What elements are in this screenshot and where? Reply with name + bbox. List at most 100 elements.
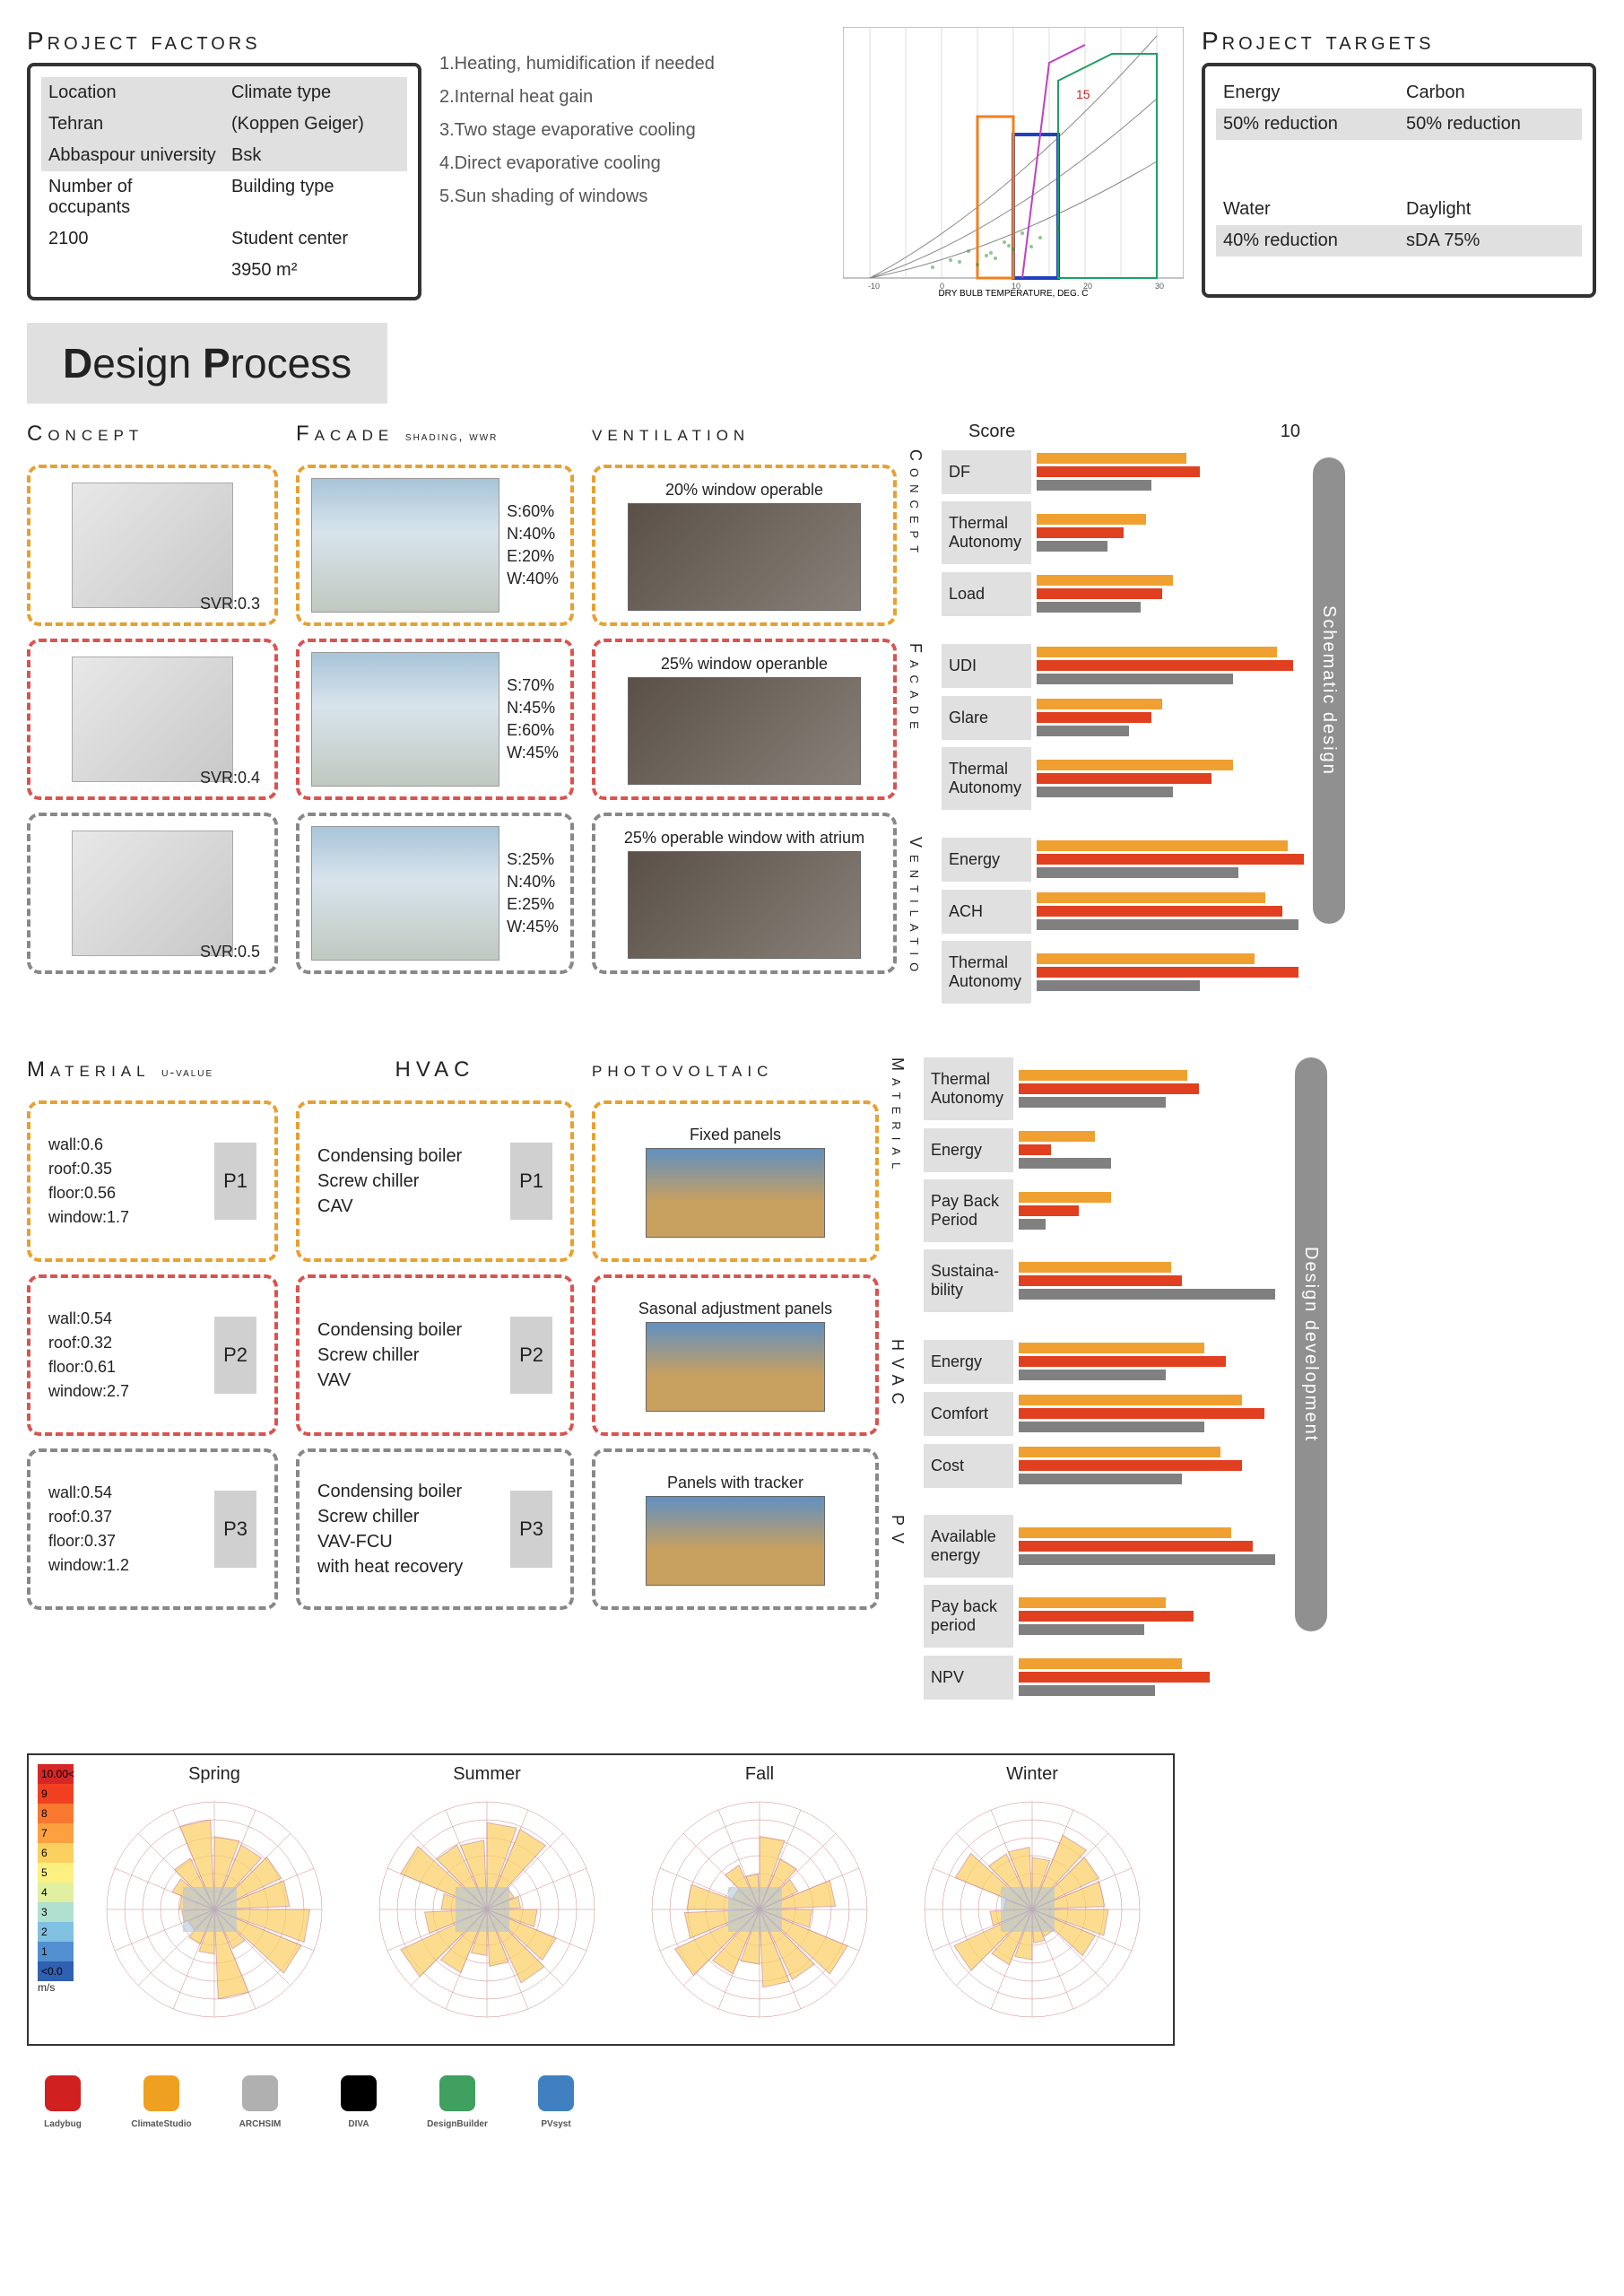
- loc2: Abbaspour university: [41, 140, 224, 171]
- score-bar: [1019, 1422, 1204, 1432]
- season-name: Summer: [355, 1764, 619, 1785]
- package-badge: P3: [510, 1491, 552, 1568]
- score-bar: [1019, 1408, 1264, 1419]
- area: 3950 m²: [224, 255, 407, 286]
- vent-render: [628, 851, 861, 959]
- score-bar: [1037, 967, 1298, 978]
- hvac-desc: Condensing boilerScrew chillerVAV: [317, 1318, 462, 1393]
- metric-name: Thermal Autonomy: [924, 1057, 1013, 1120]
- score-bar: [1019, 1219, 1046, 1230]
- score-bar: [1037, 514, 1146, 525]
- software-logo: Ladybug: [27, 2064, 99, 2135]
- ventilation-option: 20% window operable: [592, 465, 897, 626]
- score-bar: [1037, 867, 1238, 878]
- phase-schematic: Schematic design: [1313, 457, 1345, 924]
- metric-row: Thermal Autonomy: [915, 941, 1309, 1004]
- hvac-option: Condensing boilerScrew chillerVAV-FCUwit…: [296, 1448, 574, 1610]
- hvac-option: Condensing boilerScrew chillerVAV P2: [296, 1274, 574, 1436]
- package-badge: P2: [510, 1317, 552, 1394]
- score-bar: [1019, 1611, 1194, 1622]
- pv-render: [646, 1148, 825, 1238]
- legend-cell: 2: [38, 1922, 74, 1942]
- pv-label: Sasonal adjustment panels: [638, 1300, 832, 1318]
- svg-text:30: 30: [1155, 282, 1164, 291]
- score-bar: [1037, 660, 1293, 671]
- software-logo: ClimateStudio: [126, 2064, 197, 2135]
- metric-row: Sustaina-bility: [897, 1249, 1291, 1312]
- development-flow: Material u-value wall:0.6roof:0.35floor:…: [27, 1057, 1597, 1726]
- facade-col: Facade shading, wwr S:60%N:40%E:20%W:40%…: [296, 422, 574, 1031]
- season-rose: Spring: [83, 1764, 346, 2035]
- wwr-values: S:70%N:45%E:60%W:45%: [507, 674, 559, 765]
- legend-cell: <0.0: [38, 1961, 74, 1981]
- u-values: wall:0.6roof:0.35floor:0.56window:1.7: [48, 1133, 129, 1230]
- vent-label: 25% operable window with atrium: [624, 829, 864, 848]
- loc-v: Tehran: [41, 109, 224, 140]
- hvac-desc: Condensing boilerScrew chillerVAV-FCUwit…: [317, 1479, 463, 1579]
- project-factors-title: Project factors: [27, 27, 421, 56]
- score-bar: [1037, 480, 1151, 491]
- strategies-list: 1.Heating, humidification if needed2.Int…: [439, 27, 825, 305]
- score-bar: [1037, 588, 1162, 599]
- group-vlabel: Material: [888, 1057, 907, 1176]
- clim-h: Climate type: [224, 77, 407, 109]
- score-group: Material Thermal Autonomy Energy: [897, 1057, 1291, 1312]
- score-bar: [1019, 1275, 1182, 1286]
- score-bar: [1019, 1597, 1166, 1608]
- software-logos: Ladybug ClimateStudio ARCHSIM DIVA Desig…: [27, 2064, 1597, 2135]
- score-bar: [1019, 1289, 1275, 1300]
- hvac-desc: Condensing boilerScrew chillerCAV: [317, 1144, 462, 1219]
- concept-col: Concept SVR:0.3 SVR:0.4 SVR:0.5: [27, 422, 278, 1031]
- score-bar: [1037, 773, 1211, 784]
- score-bar: [1037, 647, 1277, 657]
- svr-label: SVR:0.4: [200, 769, 260, 787]
- group-vlabel: Concept: [906, 449, 925, 560]
- hvac-option: Condensing boilerScrew chillerCAV P1: [296, 1100, 574, 1262]
- facade-option: S:70%N:45%E:60%W:45%: [296, 639, 574, 800]
- legend-cell: 8: [38, 1804, 74, 1823]
- concept-render: [72, 483, 233, 608]
- ventilation-option: 25% operable window with atrium: [592, 813, 897, 974]
- score-bar: [1019, 1158, 1111, 1169]
- u-values: wall:0.54roof:0.37floor:0.37window:1.2: [48, 1481, 129, 1578]
- score-bar: [1019, 1395, 1242, 1405]
- pv-label: Panels with tracker: [667, 1474, 803, 1492]
- metric-name: Comfort: [924, 1392, 1013, 1436]
- strategy-item: 4.Direct evaporative cooling: [439, 153, 825, 174]
- btype-v: Student center: [224, 223, 407, 255]
- metric-name: UDI: [942, 644, 1031, 688]
- metric-name: Energy: [924, 1340, 1013, 1384]
- group-vlabel: HVAC: [888, 1339, 907, 1412]
- metric-row: DF: [915, 449, 1309, 494]
- legend-cell: 9: [38, 1784, 74, 1804]
- clim2: Bsk: [224, 140, 407, 171]
- score-group: PV Available energy Pay back period: [897, 1515, 1291, 1700]
- score-bar: [1019, 1474, 1182, 1484]
- score-bar: [1019, 1205, 1079, 1216]
- score-bar: [1037, 541, 1107, 552]
- metric-row: NPV: [897, 1655, 1291, 1700]
- vent-label: 20% window operable: [665, 481, 823, 500]
- ventilation-option: 25% window operanble: [592, 639, 897, 800]
- strategy-item: 2.Internal heat gain: [439, 87, 825, 108]
- score-bar: [1019, 1685, 1155, 1696]
- carbon-h: Carbon: [1399, 77, 1582, 109]
- material-option: wall:0.6roof:0.35floor:0.56window:1.7 P1: [27, 1100, 278, 1262]
- score-bar: [1037, 712, 1151, 723]
- material-option: wall:0.54roof:0.32floor:0.61window:2.7 P…: [27, 1274, 278, 1436]
- score-bar: [1019, 1541, 1253, 1552]
- score-bar: [1019, 1083, 1199, 1094]
- metric-name: Thermal Autonomy: [942, 747, 1031, 810]
- score-bar: [1019, 1447, 1220, 1457]
- score-col-bottom: Material Thermal Autonomy Energy: [897, 1057, 1291, 1726]
- schematic-flow: Concept SVR:0.3 SVR:0.4 SVR:0.5 Facade s…: [27, 422, 1597, 1031]
- score-bar: [1037, 906, 1282, 917]
- metric-name: Energy: [924, 1128, 1013, 1172]
- material-option: wall:0.54roof:0.37floor:0.37window:1.2 P…: [27, 1448, 278, 1610]
- strategy-item: 3.Two stage evaporative cooling: [439, 120, 825, 141]
- metric-row: Energy: [915, 837, 1309, 882]
- score-bar: [1037, 726, 1129, 736]
- metric-row: ACH: [915, 889, 1309, 934]
- facade-option: S:60%N:40%E:20%W:40%: [296, 465, 574, 626]
- metric-name: Load: [942, 572, 1031, 616]
